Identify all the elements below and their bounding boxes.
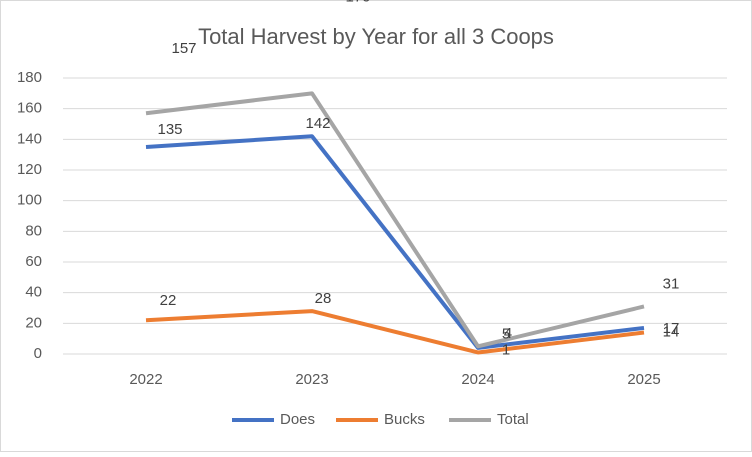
data-label: 17 [663, 320, 680, 337]
line-series [145, 309, 645, 355]
data-label: 31 [663, 275, 680, 292]
y-tick-label: 100 [17, 192, 42, 209]
chart-title: Total Harvest by Year for all 3 Coops [198, 24, 554, 49]
data-label: 22 [160, 292, 177, 309]
y-tick-label: 160 [17, 100, 42, 117]
legend-label: Bucks [384, 411, 425, 428]
line-series [145, 134, 645, 350]
data-label: 157 [171, 40, 196, 57]
y-tick-label: 140 [17, 130, 42, 147]
x-tick-label: 2022 [129, 371, 162, 388]
line-series [145, 91, 645, 349]
x-tick-label: 2024 [461, 371, 494, 388]
legend-label: Does [280, 411, 315, 428]
y-tick-label: 80 [25, 222, 42, 239]
legend-label: Total [497, 411, 529, 428]
data-label: 135 [157, 121, 182, 138]
data-label: 1 [502, 341, 510, 358]
data-label: 28 [315, 290, 332, 307]
y-tick-label: 180 [17, 69, 42, 86]
data-label: 4 [504, 325, 512, 342]
y-tick-label: 20 [25, 314, 42, 331]
x-tick-label: 2023 [295, 371, 328, 388]
data-label: 5 [502, 325, 510, 342]
data-label: 142 [305, 115, 330, 132]
y-tick-label: 120 [17, 161, 42, 178]
data-label: 170 [345, 0, 370, 5]
y-tick-label: 40 [25, 284, 42, 301]
x-tick-label: 2025 [627, 371, 660, 388]
y-tick-label: 0 [34, 345, 42, 362]
data-label: 14 [663, 324, 680, 341]
y-tick-label: 60 [25, 253, 42, 270]
